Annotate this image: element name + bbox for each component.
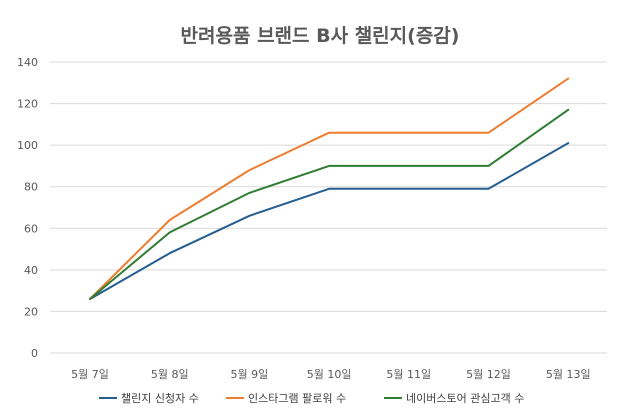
series-lines — [89, 77, 570, 300]
chart-title: 반려용품 브랜드 B사 챌린지(증감) — [181, 25, 460, 47]
legend-item: 네이버스토어 관심고객 수 — [384, 392, 524, 405]
legend-label: 챌린지 신청자 수 — [121, 392, 199, 405]
x-tick-label: 5월 8일 — [151, 367, 189, 381]
y-axis: 0 20 40 60 80 100 120 140 — [17, 56, 38, 360]
x-axis: 5월 7일 5월 8일 5월 9일 5월 10일 5월 11일 5월 12일 5월 13일 — [71, 367, 590, 381]
series-line-3 — [89, 108, 570, 300]
series-line-1 — [89, 142, 570, 300]
y-tick-label: 140 — [17, 56, 38, 69]
gridlines — [50, 61, 607, 354]
y-tick-label: 20 — [24, 305, 38, 318]
x-tick-label: 5월 13일 — [546, 367, 591, 381]
x-tick-label: 5월 7일 — [71, 367, 109, 381]
legend-label: 네이버스토어 관심고객 수 — [406, 392, 524, 405]
y-tick-label: 40 — [24, 264, 38, 277]
y-tick-label: 0 — [31, 347, 38, 360]
x-tick-label: 5월 11일 — [386, 367, 431, 381]
y-tick-label: 80 — [24, 181, 38, 194]
y-tick-label: 100 — [17, 139, 38, 152]
series-line-2 — [89, 77, 570, 300]
legend: 챌린지 신청자 수 인스타그램 팔로워 수 네이버스토어 관심고객 수 — [99, 392, 524, 405]
y-tick-label: 120 — [17, 98, 38, 111]
y-tick-label: 60 — [24, 222, 38, 235]
legend-item: 인스타그램 팔로워 수 — [226, 392, 346, 405]
legend-label: 인스타그램 팔로워 수 — [248, 392, 346, 405]
x-tick-label: 5월 12일 — [466, 367, 511, 381]
x-tick-label: 5월 10일 — [307, 367, 352, 381]
legend-item: 챌린지 신청자 수 — [99, 392, 199, 405]
x-tick-label: 5월 9일 — [231, 367, 269, 381]
